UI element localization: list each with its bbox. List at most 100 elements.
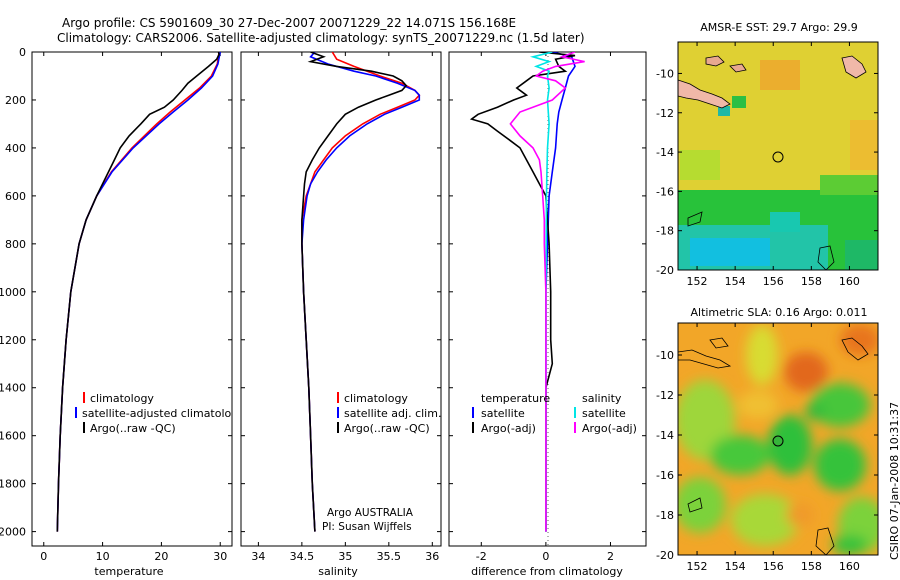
salinity-x-ticks: 34 34.5 35 35.5 36: [241, 51, 441, 563]
map-y-tick-label: -18: [656, 225, 674, 238]
header-line-1: Argo profile: CS 5901609_30 27-Dec-2007 …: [62, 16, 516, 30]
legend-label-sal-satellite: satellite adj. clim.: [344, 407, 441, 420]
map-y-tick-label: -10: [656, 67, 674, 80]
x-tick-label: 35.5: [377, 550, 402, 563]
map-y-tick-label: -12: [656, 107, 674, 120]
map-x-tick-label: 158: [801, 560, 822, 573]
map-x-tick-label: 158: [801, 275, 822, 288]
legend-heading-temperature: temperature: [481, 392, 550, 405]
depth-tick-label: 1600: [0, 430, 26, 443]
salinity-legend: climatology satellite adj. clim. Argo(..…: [337, 392, 441, 435]
series-line-argo-raw-qc-: [56, 52, 220, 532]
sla-map-ticks: 152 154 156 158 160 -10 -12 -14 -16 -18 -20: [656, 323, 878, 573]
temperature-xlabel: temperature: [94, 565, 163, 578]
depth-tick-label: 1200: [0, 334, 26, 347]
depth-tick-label: 1800: [0, 478, 26, 491]
map-x-tick-label: 154: [725, 560, 746, 573]
salinity-axes-box: [240, 51, 442, 547]
map-y-tick-label: -20: [656, 549, 674, 562]
temperature-panel: 0 200 400 600 800 1000 1200 1400 1600 1800 2000 0 1…: [0, 46, 245, 578]
sst-map-title: AMSR-E SST: 29.7 Argo: 29.9: [700, 21, 858, 34]
x-tick-label: 34.5: [290, 550, 315, 563]
sst-field: [678, 42, 878, 270]
x-tick-label: 30: [213, 550, 227, 563]
difference-series: [469, 52, 585, 532]
land-outline: [678, 337, 732, 369]
difference-legend: temperature satellite Argo(-adj) salinit…: [472, 392, 637, 435]
difference-xlabel: difference from climatology: [471, 565, 623, 578]
legend-label-climatology: climatology: [90, 392, 154, 405]
legend-label-sal-satellite-diff: satellite: [582, 407, 626, 420]
float-pi-annotation: PI: Susan Wijffels: [322, 521, 412, 533]
depth-tick-label: 1000: [0, 286, 26, 299]
temperature-series: [56, 52, 221, 532]
sst-map-frame: [677, 41, 879, 271]
map-y-tick-label: -14: [656, 429, 674, 442]
land-outline: [687, 497, 835, 555]
map-y-tick-label: -18: [656, 509, 674, 522]
map-x-tick-label: 156: [763, 275, 784, 288]
series-line-salinity-satellite: [529, 52, 553, 532]
x-tick-label: 36: [425, 550, 439, 563]
legend-label-argo: Argo(..raw -QC): [90, 422, 176, 435]
x-tick-label: -2: [476, 550, 487, 563]
depth-tick-label: 400: [5, 142, 26, 155]
depth-tick-label: 600: [5, 190, 26, 203]
x-tick-label: 35: [338, 550, 352, 563]
argo-location-marker: [772, 151, 784, 163]
map-y-tick-label: -14: [656, 146, 674, 159]
temperature-axes-box: [31, 51, 233, 547]
land-outline: [705, 55, 747, 73]
land-outline: [841, 55, 867, 79]
map-x-tick-label: 152: [687, 560, 708, 573]
map-y-tick-label: -20: [656, 264, 674, 277]
difference-panel: -2 0 2 difference from climatology tempera…: [448, 51, 647, 578]
argo-location-marker: [772, 435, 784, 447]
sla-field: [678, 323, 878, 555]
map-x-tick-label: 152: [687, 275, 708, 288]
salinity-xlabel: salinity: [318, 565, 358, 578]
depth-tick-labels: 0 200 400 600 800 1000 1200 1400 1600 1800 2000: [0, 46, 26, 539]
map-x-tick-label: 160: [839, 560, 860, 573]
float-owner-annotation: Argo AUSTRALIA: [327, 507, 414, 519]
header-line-2: Climatology: CARS2006. Satellite-adjuste…: [57, 31, 585, 45]
legend-label-temp-argo: Argo(-adj): [481, 422, 536, 435]
series-line-argo-raw-qc-: [301, 52, 408, 532]
legend-heading-salinity: salinity: [582, 392, 622, 405]
difference-axes-box: [448, 51, 647, 547]
depth-tick-label: 200: [5, 94, 26, 107]
land-outline: [841, 337, 869, 361]
depth-tick-label: 800: [5, 238, 26, 251]
legend-label-sal-argo-diff: Argo(-adj): [582, 422, 637, 435]
x-tick-label: 20: [154, 550, 168, 563]
temperature-x-ticks: 0 10 20 30: [32, 51, 232, 563]
sst-map-panel: AMSR-E SST: 29.7 Argo: 29.9 152 154 156 158…: [656, 21, 879, 288]
x-tick-label: 10: [96, 550, 110, 563]
legend-label-sal-argo: Argo(..raw -QC): [344, 422, 430, 435]
x-tick-label: 34: [251, 550, 265, 563]
map-y-tick-label: -16: [656, 185, 674, 198]
timestamp-watermark: CSIRO 07-Jan-2008 10:31:37: [888, 402, 900, 560]
legend-label-sal-climatology: climatology: [344, 392, 408, 405]
depth-tick-label: 2000: [0, 526, 26, 539]
map-x-tick-label: 160: [839, 275, 860, 288]
sla-map-frame: [677, 322, 879, 556]
depth-tick-label: 1400: [0, 382, 26, 395]
temperature-legend: climatology satellite-adjusted climatolo…: [75, 392, 245, 435]
depth-tick-label: 0: [19, 46, 26, 59]
map-y-tick-label: -10: [656, 349, 674, 362]
map-y-tick-label: -16: [656, 469, 674, 482]
sla-map-title: Altimetric SLA: 0.16 Argo: 0.011: [690, 306, 867, 319]
map-x-tick-label: 156: [763, 560, 784, 573]
map-y-tick-label: -12: [656, 389, 674, 402]
x-tick-label: 0: [542, 550, 549, 563]
land-outline: [678, 79, 731, 109]
x-tick-label: 0: [40, 550, 47, 563]
salinity-panel: 34 34.5 35 35.5 36 salinity climatology sate…: [240, 51, 442, 578]
sla-map-panel: Altimetric SLA: 0.16 Argo: 0.011: [656, 306, 879, 573]
map-x-tick-label: 154: [725, 275, 746, 288]
land-outline: [687, 211, 835, 270]
legend-label-satellite-adjusted: satellite-adjusted climatology: [82, 407, 245, 420]
